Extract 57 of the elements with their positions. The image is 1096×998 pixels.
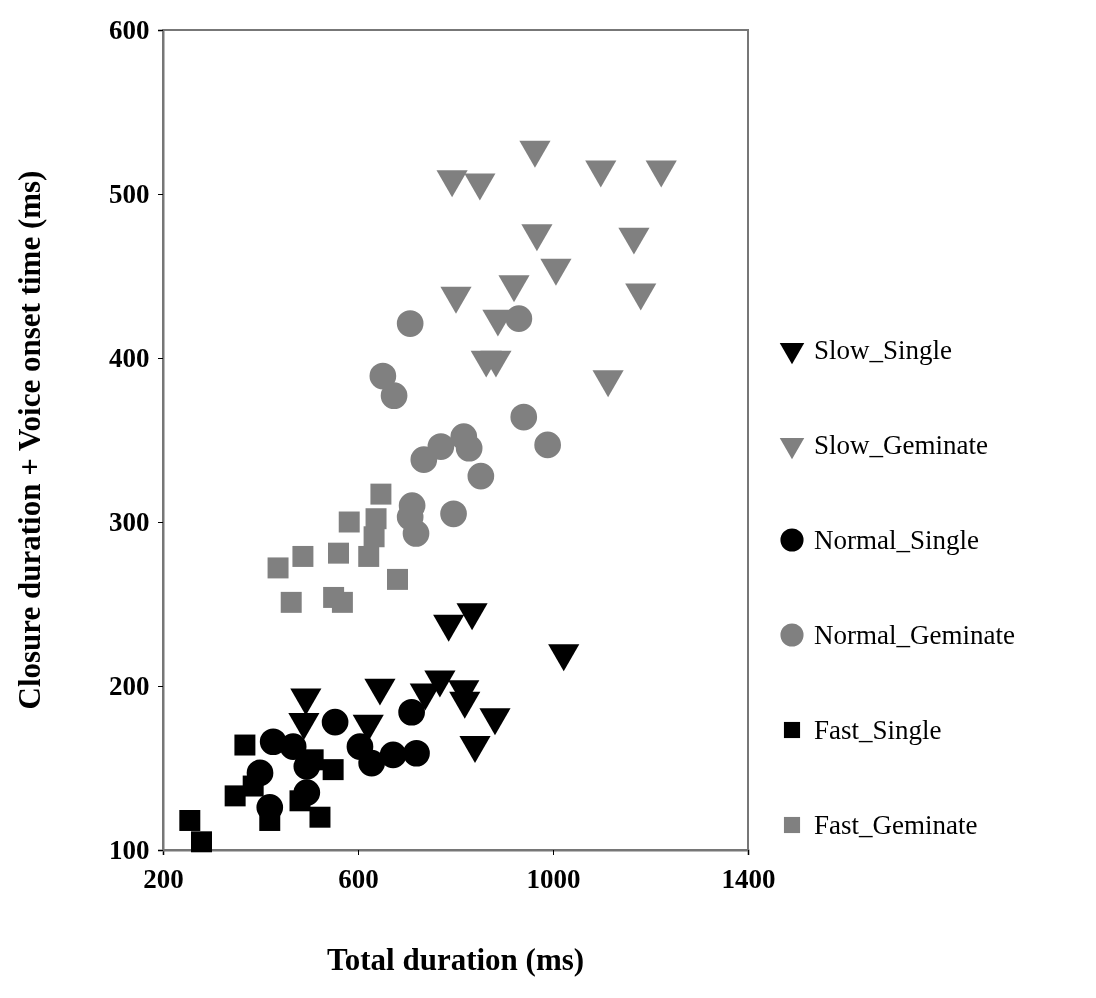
point	[279, 733, 307, 760]
legend-label: Normal_Geminate	[814, 620, 1015, 650]
x-tick-label: 600	[338, 863, 379, 894]
point	[480, 350, 512, 378]
legend-label: Slow_Geminate	[814, 430, 988, 460]
y-tick-label: 100	[109, 835, 150, 866]
point	[346, 733, 374, 760]
legend-label: Normal_Single	[814, 525, 979, 555]
point	[467, 462, 495, 490]
point	[403, 739, 430, 767]
y-tick-label: 500	[109, 179, 150, 210]
point	[540, 258, 572, 286]
point	[224, 785, 246, 807]
y-tick-label: 400	[109, 343, 150, 374]
x-tick-label: 1400	[721, 863, 776, 894]
y-axis-title: Closure duration + Voice onset time (ms)	[12, 170, 47, 710]
point	[267, 557, 289, 579]
point	[280, 591, 302, 613]
y-tick-label: 600	[109, 15, 150, 46]
point	[379, 741, 407, 769]
point	[498, 275, 530, 303]
point	[338, 511, 360, 533]
legend-label: Fast_Geminate	[814, 810, 978, 840]
point	[242, 775, 264, 797]
point	[625, 283, 657, 311]
point	[358, 545, 380, 567]
point	[234, 734, 256, 756]
point	[519, 140, 551, 168]
x-tick-label: 1000	[526, 863, 581, 894]
point	[179, 809, 201, 831]
point	[645, 160, 677, 188]
y-tick-label: 300	[109, 507, 150, 538]
point	[402, 520, 430, 547]
point	[440, 286, 472, 314]
point	[436, 170, 468, 198]
point	[464, 173, 496, 201]
point	[363, 526, 385, 548]
point	[521, 224, 553, 252]
y-tick-label: 200	[109, 671, 150, 702]
point	[309, 806, 331, 828]
point	[321, 708, 349, 736]
point	[331, 591, 353, 613]
point	[534, 431, 561, 459]
point	[370, 483, 392, 505]
point	[328, 542, 349, 564]
point	[387, 568, 408, 590]
legend-label: Fast_Single	[814, 715, 942, 745]
x-tick-label: 200	[143, 863, 184, 894]
x-axis-title: Total duration (ms)	[326, 942, 585, 977]
point	[585, 160, 617, 188]
point	[191, 831, 212, 853]
point	[440, 500, 467, 528]
point	[292, 545, 314, 567]
point	[398, 698, 425, 726]
point	[618, 227, 650, 255]
point	[322, 759, 344, 781]
legend-label: Slow_Single	[814, 335, 953, 365]
